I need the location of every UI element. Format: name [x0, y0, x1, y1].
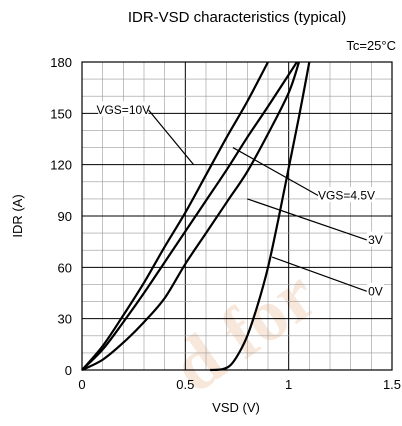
- y-axis-label: IDR (A): [10, 194, 25, 237]
- tick-labels: 0 0.5 1 1.5 0 30 60 90 120 150 180: [50, 55, 401, 392]
- plot-frame: [81, 61, 393, 371]
- annotation-leaders: [147, 109, 368, 292]
- annotation-label-bg: [318, 186, 375, 202]
- y-tick-label: 120: [50, 158, 72, 173]
- annotation-leader-line: [247, 198, 368, 241]
- x-tick-label: 0: [78, 377, 85, 392]
- series-line-vgs-10v: [81, 61, 269, 371]
- y-tick-label: 60: [58, 260, 72, 275]
- y-tick-label: 180: [50, 55, 72, 70]
- x-tick-label: 1: [285, 377, 292, 392]
- y-tick-label: 150: [50, 106, 72, 121]
- chart-title: IDR-VSD characteristics (typical): [128, 9, 346, 26]
- series-line-3v: [81, 61, 301, 371]
- annotation-leader-line: [232, 147, 319, 196]
- annotation-label: VGS=10V: [96, 103, 150, 117]
- y-tick-label: 0: [65, 363, 72, 378]
- annotation-label: 0V: [368, 284, 383, 298]
- annotation-label: VGS=4.5V: [318, 188, 375, 202]
- annotation-label-bg: [98, 101, 149, 117]
- series-line-vgs-4-5v: [81, 61, 298, 371]
- annotation-label-bg: [366, 282, 385, 298]
- x-tick-label: 1.5: [383, 377, 401, 392]
- annotation-labels: VGS=10V VGS=4.5V 3V 0V: [96, 101, 385, 298]
- series-line-0v: [210, 61, 311, 372]
- x-axis-label: VSD (V): [212, 400, 260, 415]
- annotation-leader-line: [147, 109, 195, 166]
- y-tick-label: 90: [58, 209, 72, 224]
- annotation-label-bg: [366, 231, 385, 247]
- series-group: [81, 61, 311, 372]
- y-tick-label: 30: [58, 312, 72, 327]
- annotation-leader-line: [271, 256, 368, 292]
- x-tick-label: 0.5: [176, 377, 194, 392]
- condition-label: Tc=25°C: [346, 38, 396, 53]
- annotation-label: 3V: [368, 233, 383, 247]
